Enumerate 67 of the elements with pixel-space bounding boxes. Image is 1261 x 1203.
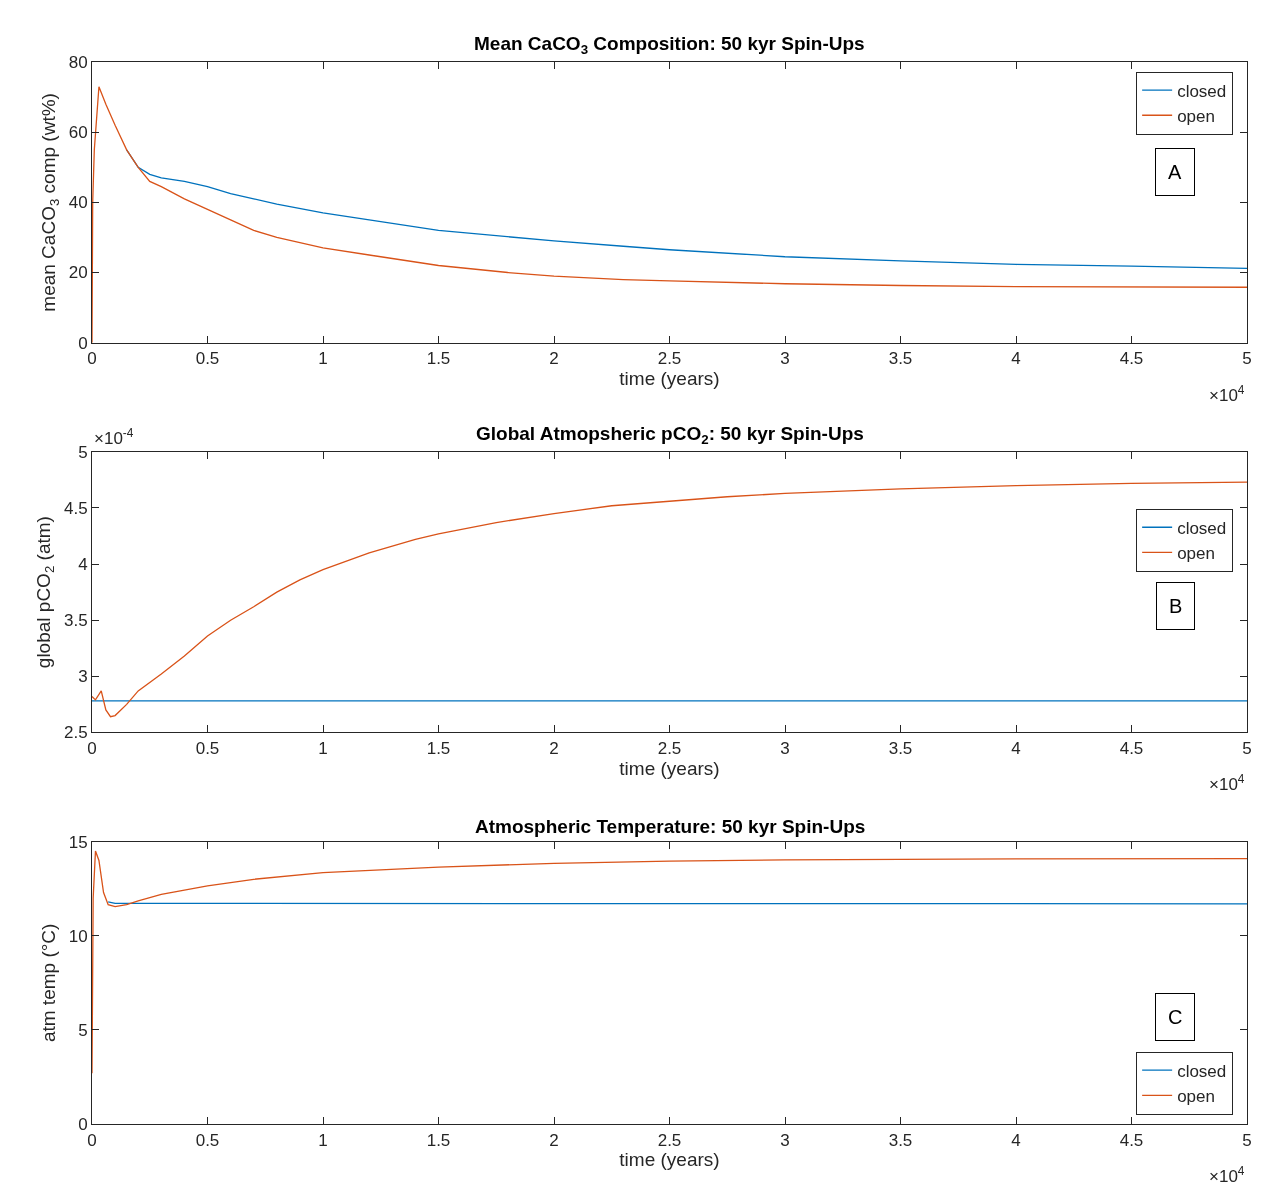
x-axis-title: time (years) (619, 757, 720, 779)
x-tick-label: 3 (780, 738, 790, 758)
x-tick-label: 1 (318, 738, 328, 758)
x-tick-label: 3.5 (888, 738, 913, 758)
legend-label: open (1177, 544, 1215, 563)
x-tick-label: 2.5 (657, 349, 682, 369)
legend-label: open (1177, 106, 1215, 126)
line-series (92, 86, 1247, 343)
x-axis-title: time (years) (619, 1149, 720, 1171)
y-tick-label: 20 (68, 263, 88, 283)
y-tick-label: 0 (78, 1115, 88, 1135)
y-tick-label: 5 (78, 442, 88, 462)
y-tick-label: 0 (78, 333, 88, 353)
y-tick-label: 60 (68, 123, 88, 143)
y-tick-label: 80 (68, 53, 88, 73)
x-tick-label: 1.5 (426, 738, 451, 758)
x-tick-label: 1.5 (426, 349, 451, 369)
x-tick-label: 3.5 (888, 349, 913, 369)
x-tick-label: 2 (549, 738, 559, 758)
x-axis-title: time (years) (619, 368, 720, 390)
y-tick-label: 3.5 (63, 611, 88, 631)
x-tick-label: 4 (1011, 738, 1021, 758)
y-tick-label: 40 (68, 193, 88, 213)
y-axis-title: atm temp (°C) (37, 923, 59, 1043)
x-tick-label: 4.5 (1119, 738, 1144, 758)
x-tick-label: 0.5 (195, 738, 220, 758)
text: ×10$^{4}$ (1209, 772, 1245, 795)
x-tick-label: 2 (549, 349, 559, 369)
x-tick-label: 3.5 (888, 1130, 913, 1150)
legend-label: closed (1177, 1061, 1227, 1081)
chart-title: Mean CaCO$_{3}$ Composition: 50 kyr Spin-Ups (474, 33, 865, 57)
legend-label: closed (1177, 81, 1227, 101)
x-tick-label: 4.5 (1119, 1130, 1144, 1150)
x-tick-label: 4 (1011, 349, 1021, 369)
y-tick-label: 4 (78, 555, 88, 575)
annotation: B (1169, 595, 1183, 617)
y-tick-label: 15 (68, 832, 88, 852)
annotation: A (1168, 161, 1182, 183)
x-tick-label: 2.5 (657, 738, 682, 758)
y-tick-label: 3 (78, 667, 88, 687)
x-tick-label: 2.5 (657, 1130, 682, 1150)
x-tick-label: 2 (549, 1130, 559, 1150)
annotation: C (1168, 1006, 1183, 1028)
chart-title: Atmospheric Temperature: 50 kyr Spin-Ups (475, 816, 866, 837)
x-tick-label: 0.5 (195, 1130, 220, 1150)
legend-label: open (1177, 1086, 1215, 1106)
x-tick-label: 0.5 (195, 349, 220, 369)
x-tick-label: 1 (318, 349, 328, 369)
text: ×10$^{-4}$ (94, 426, 134, 449)
text: ×10$^{4}$ (1209, 1164, 1245, 1187)
y-tick-label: 10 (68, 926, 88, 946)
x-tick-label: 4 (1011, 1130, 1021, 1150)
x-tick-label: 3 (780, 1130, 790, 1150)
x-tick-label: 3 (780, 349, 790, 369)
line-series (92, 481, 1247, 718)
x-tick-label: 1.5 (426, 1130, 451, 1150)
x-tick-label: 1 (318, 1130, 328, 1150)
x-tick-label: 4.5 (1119, 349, 1144, 369)
x-tick-label: 5 (1242, 349, 1252, 369)
legend-label: closed (1177, 518, 1227, 538)
y-tick-label: 2.5 (63, 723, 88, 743)
x-tick-label: 5 (1242, 1130, 1252, 1150)
text: ×10$^{4}$ (1209, 383, 1245, 406)
chart-title: Global Atmopsheric pCO$_{2}$: 50 kyr Spin-Ups (476, 423, 864, 447)
y-tick-label: 4.5 (63, 498, 88, 518)
x-tick-label: 5 (1242, 738, 1252, 758)
y-tick-label: 5 (78, 1020, 88, 1040)
